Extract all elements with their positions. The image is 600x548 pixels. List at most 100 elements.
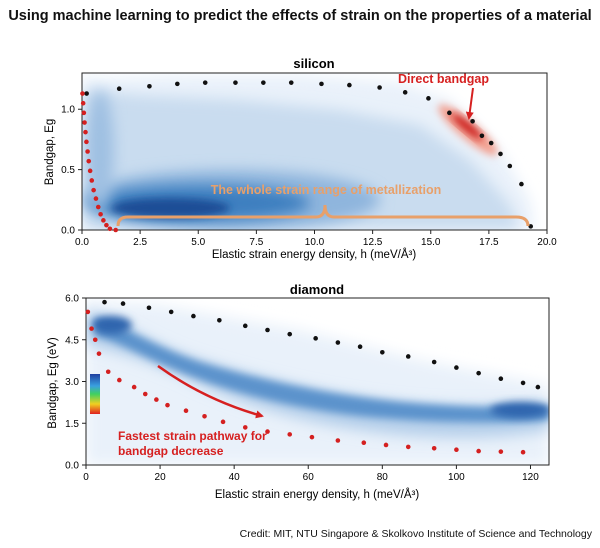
diamond-upper-bound-point [405, 354, 411, 359]
silicon-upper-bound-point [488, 140, 494, 146]
silicon-upper-bound-point [402, 90, 408, 95]
diamond-upper-bound-point [265, 327, 270, 333]
silicon-upper-bound-point [447, 110, 452, 116]
diamond-upper-bound-point [287, 331, 293, 337]
silicon-lower-bound-point [93, 196, 99, 201]
diamond-lower-bound-point [287, 432, 293, 437]
diamond-lower-bound-point [309, 434, 315, 440]
silicon-upper-bound-point [528, 224, 534, 229]
diamond-lower-bound-point [154, 397, 159, 402]
silicon-lower-bound-point [89, 178, 95, 183]
diamond-lower-bound-point [361, 440, 367, 446]
silicon-upper-bound-point [347, 82, 352, 88]
page-title: Using machine learning to predict the ef… [8, 8, 592, 24]
credit-text: Credit: MIT, NTU Singapore & Skolkovo In… [239, 528, 592, 540]
diamond-x-tick-label: 80 [377, 472, 389, 483]
silicon-x-tick-label: 15.0 [421, 237, 441, 248]
diamond-x-label: Elastic strain energy density, h (meV/Å³… [215, 488, 419, 501]
silicon-lower-bound-point [91, 187, 96, 193]
silicon-y-tick-label: 0.5 [61, 165, 75, 176]
silicon-y-ticks: 0.0 0.5 1.0 [61, 105, 82, 237]
diamond-lower-bound-point [431, 446, 437, 451]
diamond-upper-bound-point [535, 384, 541, 390]
diamond-lower-bound-point [117, 377, 122, 383]
silicon-upper-bound-point [116, 86, 122, 91]
diamond-y-tick-label: 6.0 [65, 294, 79, 305]
diamond-upper-bound-point [313, 336, 318, 341]
diamond-upper-bound-point [168, 309, 174, 315]
silicon-upper-bound-point [470, 119, 475, 124]
diamond-y-ticks: 0.0 1.5 3.0 4.5 6.0 [65, 294, 86, 472]
silicon-x-tick-label: 12.5 [363, 237, 383, 248]
silicon-upper-bound-point [498, 151, 503, 157]
diamond-lower-bound-point [142, 391, 148, 397]
silicon-lower-bound-point [95, 204, 101, 210]
diamond-x-tick-label: 20 [155, 472, 167, 483]
silicon-lower-bound-point [83, 129, 88, 135]
silicon-lower-bound-point [101, 218, 106, 223]
diamond-lower-bound-point [165, 402, 170, 408]
silicon-upper-bound-point [319, 81, 324, 87]
colorbar [90, 374, 100, 414]
diamond-upper-bound-point [454, 365, 459, 370]
silicon-lower-bound-point [84, 139, 89, 145]
silicon-upper-bound-point [377, 85, 382, 90]
silicon-lower-bound-point [87, 168, 93, 174]
silicon-upper-bound-point [519, 181, 524, 187]
silicon-density [82, 75, 535, 230]
silicon-x-tick-label: 5.0 [191, 237, 205, 248]
silicon-upper-bound-point [479, 133, 485, 139]
diamond-y-tick-label: 4.5 [65, 335, 79, 346]
diamond-lower-bound-point [96, 351, 102, 356]
fastest-pathway-arrow [157, 364, 264, 419]
silicon-x-label: Elastic strain energy density, h (meV/Å³… [212, 248, 416, 261]
silicon-lower-bound-point [104, 222, 109, 228]
diamond-lower-bound-point [520, 449, 526, 455]
metallization-brace [116, 204, 530, 227]
silicon-upper-bound-point [507, 163, 513, 169]
silicon-lower-bound-point [86, 158, 92, 164]
diamond-title: diamond [290, 282, 344, 297]
diamond-lower-bound-point [476, 448, 481, 454]
diamond-lower-bound-point [405, 444, 411, 450]
diamond-upper-bound-point [357, 344, 363, 350]
silicon-upper-bound-point [84, 91, 89, 96]
silicon-x-tick-label: 10.0 [305, 237, 325, 248]
diamond-x-tick-label: 100 [448, 472, 465, 483]
diamond-upper-bound-point [335, 340, 341, 345]
silicon-upper-bound-point [288, 80, 294, 85]
diamond-lower-bound-point [105, 369, 111, 375]
diamond-lower-bound-point [85, 309, 91, 315]
diamond-density [86, 300, 549, 465]
silicon-upper-bound-point [261, 80, 266, 85]
diamond-upper-bound-point [146, 305, 152, 311]
silicon-y-tick-label: 0.0 [61, 226, 75, 237]
silicon-lower-bound-point [107, 226, 113, 232]
fastest-pathway-label-line2: bandgap decrease [118, 444, 224, 458]
silicon-lower-bound-point [81, 110, 87, 116]
silicon-x-tick-label: 7.5 [249, 237, 263, 248]
diamond-upper-bound-point [191, 313, 196, 319]
direct-bandgap-arrow [465, 87, 474, 120]
fastest-pathway-label-line1: Fastest strain pathway for [118, 429, 267, 443]
diamond-x-tick-label: 40 [229, 472, 241, 483]
silicon-upper-bound-point [426, 96, 431, 101]
diamond-upper-bound-point [476, 370, 481, 376]
silicon-x-ticks: 0.0 2.5 5.0 7.5 10.0 12.5 15.0 17.5 20.0 [75, 230, 557, 248]
silicon-panel: silicon 0.0 2.5 5.0 7.5 10.0 12.5 15.0 17.5 20.0… [44, 56, 557, 261]
diamond-y-tick-label: 3.0 [65, 377, 79, 388]
silicon-y-label: Bandgap, Eg [44, 119, 56, 186]
silicon-lower-bound-point [80, 91, 85, 96]
silicon-x-tick-label: 2.5 [133, 237, 147, 248]
diamond-y-tick-label: 1.5 [65, 419, 79, 430]
silicon-title: silicon [293, 56, 334, 71]
diamond-panel: diamond 0 20 40 60 80 100 120 0.01.53.04.56.0 … [47, 282, 550, 501]
diamond-lower-bound-point [202, 413, 207, 419]
diamond-upper-bound-point [242, 323, 248, 329]
silicon-upper-bound-point [202, 80, 208, 85]
diamond-lower-bound-point [498, 449, 504, 454]
diamond-lower-bound-point [92, 337, 98, 343]
diamond-lower-bound-point [242, 425, 248, 430]
diamond-x-tick-label: 120 [522, 472, 539, 483]
